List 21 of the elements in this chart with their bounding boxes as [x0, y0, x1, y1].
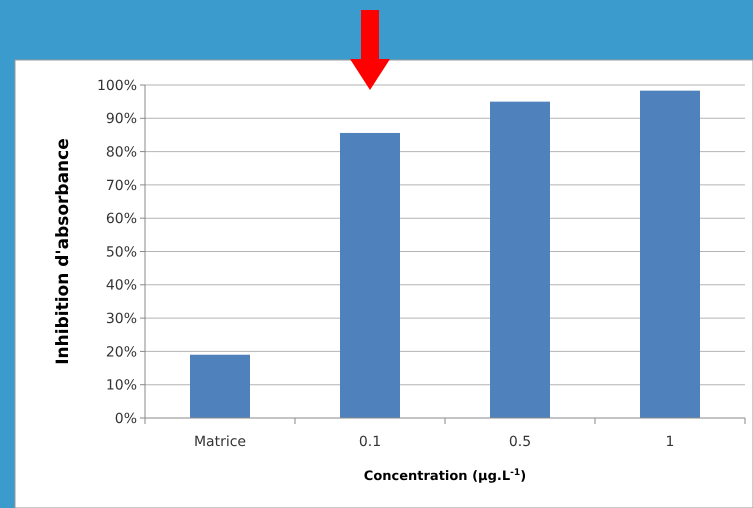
- y-tick-label: 10%: [106, 378, 137, 394]
- y-tick-label: 30%: [106, 311, 137, 327]
- x-tick-label: Matrice: [194, 434, 246, 450]
- y-tick-label: 40%: [106, 278, 137, 294]
- bar: [340, 132, 400, 418]
- y-tick-label: 90%: [106, 111, 137, 128]
- x-tick-label: 0.5: [508, 434, 532, 450]
- bar: [490, 102, 550, 418]
- x-tick-label: 1: [666, 434, 674, 450]
- y-tick-label: 80%: [106, 144, 137, 160]
- y-tick-label: 100%: [96, 78, 137, 94]
- y-tick-label: 70%: [106, 178, 137, 194]
- bar: [640, 90, 700, 418]
- y-tick-label: 20%: [106, 344, 137, 360]
- bar: [190, 354, 250, 418]
- y-axis-title: Inhibition d'absorbance: [53, 138, 73, 365]
- x-axis-title: Concentration (µg.L$^{-1}$): [364, 468, 526, 484]
- y-tick-label: 50%: [106, 244, 137, 260]
- y-tick-label: 0%: [114, 410, 137, 427]
- x-tick-label: 0.1: [358, 434, 382, 450]
- y-tick-label: 60%: [106, 211, 137, 228]
